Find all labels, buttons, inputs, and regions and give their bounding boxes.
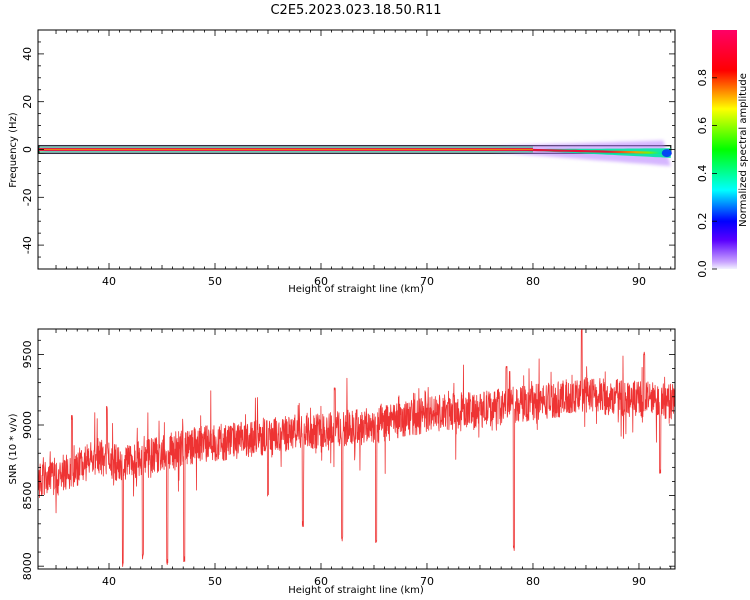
figure-title: C2E5.2023.023.18.50.R11	[270, 3, 441, 18]
spectrogram-y-tick-label: 20	[21, 95, 34, 109]
colorbar-tick-label: 0.8	[696, 69, 709, 87]
spectrogram-x-tick-label: 90	[632, 275, 646, 288]
colorbar-gradient	[712, 30, 737, 269]
snr-x-ticks: 40 50 60 70 80 90	[55, 329, 672, 588]
band-end-blob	[661, 149, 672, 158]
snr-x-tick-label: 90	[632, 575, 646, 588]
snr-x-tick-label: 40	[102, 575, 116, 588]
spectrogram-x-tick-label: 50	[208, 275, 222, 288]
spectrogram-x-ticks: 40 50 60 70 80 90	[55, 30, 672, 288]
spectrogram-x-axis-label: Height of straight line (km)	[288, 284, 424, 295]
band-core-tail	[511, 148, 671, 155]
spectrogram-y-ticks: 40 20 0 -20 -40	[21, 29, 675, 270]
spectrogram-x-tick-label: 70	[420, 275, 434, 288]
snr-x-tick-label: 80	[526, 575, 540, 588]
spectrogram-x-tick-label: 80	[526, 275, 540, 288]
snr-x-axis-label: Height of straight line (km)	[288, 585, 424, 596]
snr-series-line	[37, 329, 676, 567]
snr-y-tick-label: 8500	[21, 482, 34, 510]
spectrogram-y-tick-label: -20	[21, 188, 34, 206]
snr-panel: 40 50 60 70 80 90 8000 8500 9000 9500 Height of …	[8, 328, 676, 596]
snr-frame	[37, 328, 676, 570]
spectrogram-panel: 40 50 60 70 80 90 40 20 0 -20 -40 Height of strai…	[8, 29, 676, 295]
snr-x-tick-label: 70	[420, 575, 434, 588]
snr-y-tick-label: 8000	[21, 552, 34, 580]
snr-y-tick-label: 9500	[21, 340, 34, 368]
snr-x-tick-label: 60	[314, 575, 328, 588]
snr-x-tick-label: 50	[208, 575, 222, 588]
colorbar-tick-label: 0.6	[696, 117, 709, 135]
spectrogram-y-tick-label: -40	[21, 236, 34, 254]
spectrogram-y-tick-label: 40	[21, 47, 34, 61]
colorbar-tick-label: 0.4	[696, 165, 709, 183]
spectrogram-y-axis-label: Frequency (Hz)	[8, 112, 19, 188]
colorbar-tick-label: 0.0	[696, 260, 709, 278]
snr-background	[38, 329, 675, 569]
snr-y-axis-label: SNR (10 * v/v)	[8, 413, 19, 484]
spectrogram-x-tick-label: 40	[102, 275, 116, 288]
colorbar-ticks: 0.0 0.2 0.4 0.6 0.8	[696, 69, 717, 278]
spectrogram-x-tick-label: 60	[314, 275, 328, 288]
snr-y-tick-label: 9000	[21, 411, 34, 439]
spectrogram-y-tick-label: 0	[21, 146, 34, 153]
colorbar: 0.0 0.2 0.4 0.6 0.8 Normalized spectral ampl…	[696, 30, 749, 278]
colorbar-label: Normalized spectral amplitude	[738, 73, 749, 227]
colorbar-tick-label: 0.2	[696, 212, 709, 230]
snr-y-ticks: 8000 8500 9000 9500	[21, 339, 675, 580]
